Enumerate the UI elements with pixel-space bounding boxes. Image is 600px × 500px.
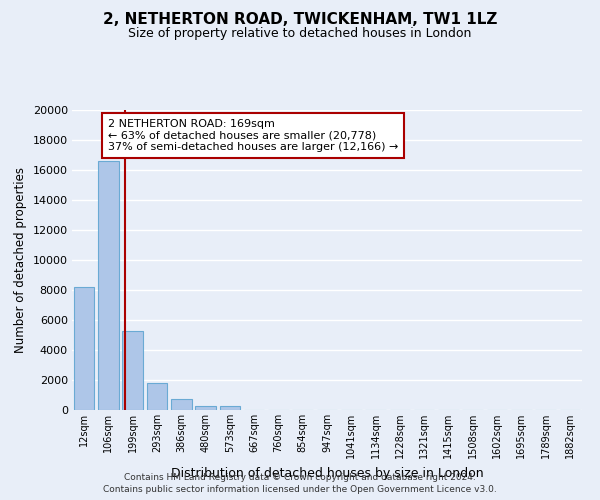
Bar	[146, 383, 167, 410]
Y-axis label: Number of detached properties: Number of detached properties	[14, 167, 27, 353]
Bar	[98, 161, 119, 410]
Text: Contains public sector information licensed under the Open Government Licence v3: Contains public sector information licen…	[103, 485, 497, 494]
Bar	[74, 287, 94, 410]
Text: 2, NETHERTON ROAD, TWICKENHAM, TW1 1LZ: 2, NETHERTON ROAD, TWICKENHAM, TW1 1LZ	[103, 12, 497, 28]
X-axis label: Distribution of detached houses by size in London: Distribution of detached houses by size …	[170, 466, 484, 479]
Bar	[122, 330, 143, 410]
Text: Size of property relative to detached houses in London: Size of property relative to detached ho…	[128, 28, 472, 40]
Bar	[220, 406, 240, 410]
Text: 2 NETHERTON ROAD: 169sqm
← 63% of detached houses are smaller (20,778)
37% of se: 2 NETHERTON ROAD: 169sqm ← 63% of detach…	[108, 119, 398, 152]
Text: Contains HM Land Registry data © Crown copyright and database right 2024.: Contains HM Land Registry data © Crown c…	[124, 472, 476, 482]
Bar	[195, 406, 216, 410]
Bar	[171, 399, 191, 410]
